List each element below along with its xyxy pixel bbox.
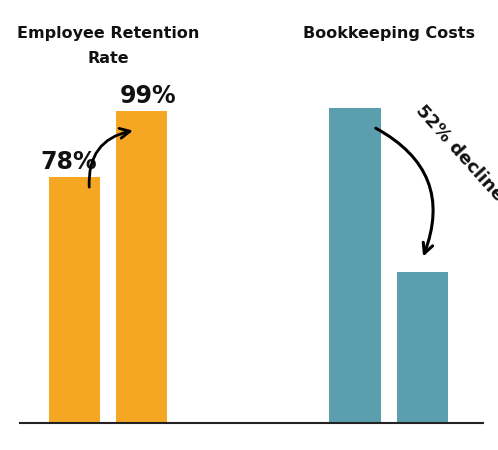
Bar [396, 272, 448, 423]
Text: Bookkeeping Costs: Bookkeeping Costs [303, 26, 475, 41]
Text: 99%: 99% [120, 84, 176, 108]
Text: Rate: Rate [88, 51, 129, 66]
Bar [116, 111, 167, 423]
Text: Employee Retention: Employee Retention [17, 26, 200, 41]
Text: 78%: 78% [41, 150, 97, 174]
Text: 52% decline: 52% decline [412, 102, 498, 205]
Bar [330, 108, 380, 423]
Bar [49, 177, 101, 423]
